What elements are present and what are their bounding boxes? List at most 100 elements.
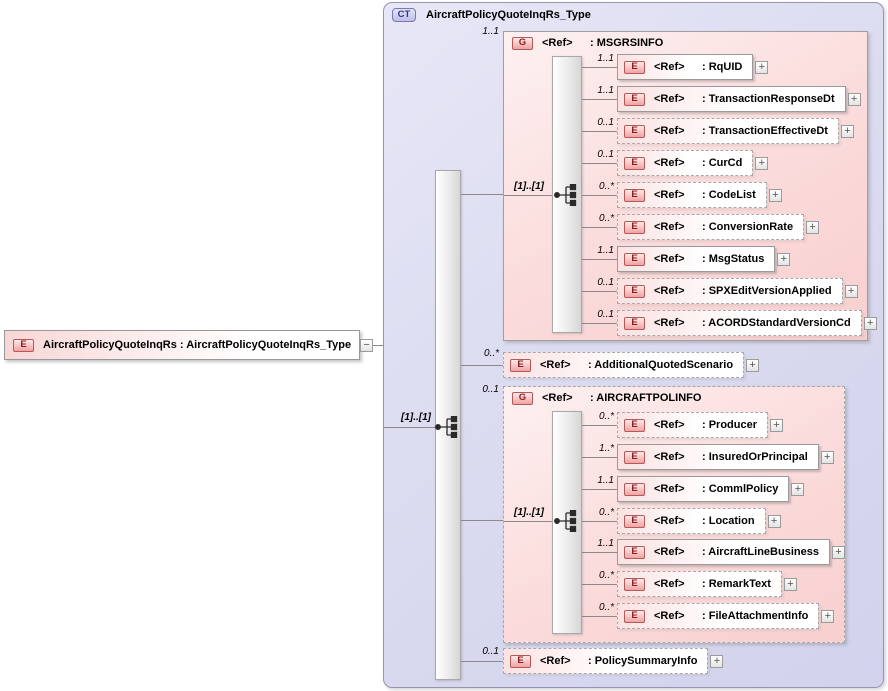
compositor-cardinality-label: [1]..[1] (514, 507, 544, 518)
sequence-compositor-icon (435, 416, 458, 438)
element-badge: E (624, 60, 645, 74)
connector-line (582, 259, 617, 260)
ref-label: <Ref> (654, 157, 685, 169)
element-box[interactable]: E <Ref> : FileAttachmentInfo (617, 603, 820, 629)
element-name: : FileAttachmentInfo (702, 610, 809, 622)
element-node-transactioneffectivedt: E <Ref> : TransactionEffectiveDt + (617, 118, 854, 144)
ref-label: <Ref> (654, 285, 685, 297)
element-name: : TransactionResponseDt (702, 93, 835, 105)
element-box[interactable]: E <Ref> : TransactionResponseDt (617, 86, 846, 112)
expand-button[interactable]: + (767, 514, 781, 528)
element-box[interactable]: E <Ref> : InsuredOrPrincipal (617, 444, 819, 470)
expand-button[interactable]: + (844, 284, 858, 298)
element-badge: E (624, 545, 645, 559)
connector-line (582, 195, 617, 196)
connector-line (582, 323, 617, 324)
group-node-msgrsinfo[interactable]: G <Ref> : MSGRSINFO [1]..[1] 1..1 1..1 0… (503, 31, 877, 341)
ref-label: <Ref> (654, 93, 685, 105)
element-box[interactable]: E <Ref> : AdditionalQuotedScenario (503, 352, 745, 378)
element-node-curcd: E <Ref> : CurCd + (617, 150, 769, 176)
cardinality-label: 1..1 (597, 538, 614, 549)
element-badge: E (624, 450, 645, 464)
expand-button[interactable]: + (840, 124, 854, 138)
connector-line (582, 584, 617, 585)
element-box[interactable]: E <Ref> : TransactionEffectiveDt (617, 118, 839, 144)
element-node-location: E <Ref> : Location + (617, 508, 781, 534)
cardinality-label: 0..1 (482, 384, 499, 395)
expand-button[interactable]: + (710, 654, 724, 668)
element-node-msgstatus: E <Ref> : MsgStatus + (617, 246, 791, 272)
element-node-policysummaryinfo: E <Ref> : PolicySummaryInfo + (503, 648, 724, 674)
ref-label: <Ref> (540, 655, 571, 667)
connector-line (461, 194, 503, 195)
expand-button[interactable]: + (806, 220, 820, 234)
expand-button[interactable]: + (783, 577, 797, 591)
element-node-aircraftlinebusiness: E <Ref> : AircraftLineBusiness + (617, 539, 845, 565)
connector-line (582, 521, 617, 522)
expand-button[interactable]: + (777, 252, 791, 266)
element-box[interactable]: E <Ref> : CommlPolicy (617, 476, 790, 502)
cardinality-label: 1..* (598, 443, 614, 454)
expand-button[interactable]: + (847, 92, 861, 106)
element-box[interactable]: E <Ref> : CurCd (617, 150, 754, 176)
element-name: : Location (702, 515, 755, 527)
expand-button[interactable]: + (831, 545, 845, 559)
element-box[interactable]: E <Ref> : SPXEditVersionApplied (617, 278, 843, 304)
element-box[interactable]: E <Ref> : CodeList (617, 182, 767, 208)
ref-label: <Ref> (654, 578, 685, 590)
collapse-button[interactable]: − (360, 338, 374, 352)
element-box[interactable]: E <Ref> : PolicySummaryInfo (503, 648, 709, 674)
ref-label: <Ref> (654, 610, 685, 622)
element-box[interactable]: E <Ref> : MsgStatus (617, 246, 776, 272)
element-badge: E (624, 252, 645, 266)
element-node-insuredorprincipal: E <Ref> : InsuredOrPrincipal + (617, 444, 834, 470)
ref-label: <Ref> (540, 359, 571, 371)
element-box[interactable]: E <Ref> : Producer (617, 412, 769, 438)
element-box[interactable]: E <Ref> : Location (617, 508, 766, 534)
element-name: : ConversionRate (702, 221, 794, 233)
group-node-aircraftpolinfo[interactable]: G <Ref> : AIRCRAFTPOLINFO [1]..[1] 0..* … (503, 386, 845, 643)
cardinality-label: 0..1 (597, 277, 614, 288)
cardinality-label: 0..* (483, 348, 499, 359)
element-name: : CommlPolicy (702, 483, 779, 495)
connector-line (504, 195, 552, 196)
cardinality-label: 0..* (598, 181, 614, 192)
complex-type-title: AircraftPolicyQuoteInqRs_Type (426, 9, 591, 21)
expand-button[interactable]: + (820, 450, 834, 464)
expand-button[interactable]: + (791, 482, 805, 496)
element-box[interactable]: E <Ref> : ACORDStandardVersionCd (617, 310, 862, 336)
expand-button[interactable]: + (755, 60, 769, 74)
compositor-cardinality-label: [1]..[1] (401, 412, 431, 423)
group-header: G <Ref> : MSGRSINFO (504, 32, 867, 54)
element-box[interactable]: E <Ref> : RqUID (617, 54, 754, 80)
ref-label: <Ref> (654, 451, 685, 463)
connector-line (582, 552, 617, 553)
element-name: : RqUID (702, 61, 743, 73)
group-header: G <Ref> : AIRCRAFTPOLINFO (504, 387, 844, 409)
expand-button[interactable]: + (768, 188, 782, 202)
expand-button[interactable]: + (755, 156, 769, 170)
ref-label: <Ref> (654, 61, 685, 73)
root-element-node[interactable]: E AircraftPolicyQuoteInqRs : AircraftPol… (4, 330, 361, 360)
connector-line (582, 616, 617, 617)
connector-line (461, 365, 503, 366)
complex-type-badge: CT (392, 8, 416, 22)
cardinality-label: 1..1 (482, 26, 499, 37)
connector-line (582, 163, 617, 164)
element-box[interactable]: E <Ref> : AircraftLineBusiness (617, 539, 830, 565)
element-name: : InsuredOrPrincipal (702, 451, 808, 463)
expand-button[interactable]: + (821, 609, 835, 623)
expand-button[interactable]: + (746, 358, 760, 372)
connector-line (461, 520, 503, 521)
cardinality-label: 1..1 (597, 245, 614, 256)
connector-line (461, 661, 503, 662)
cardinality-label: 0..* (598, 602, 614, 613)
element-box[interactable]: E <Ref> : ConversionRate (617, 214, 805, 240)
complex-type-header: CT AircraftPolicyQuoteInqRs_Type (384, 3, 883, 27)
element-node-fileattachmentinfo: E <Ref> : FileAttachmentInfo + (617, 603, 835, 629)
element-badge: E (624, 124, 645, 138)
element-badge: E (624, 577, 645, 591)
expand-button[interactable]: + (863, 316, 877, 330)
element-box[interactable]: E <Ref> : RemarkText (617, 571, 782, 597)
expand-button[interactable]: + (770, 418, 784, 432)
